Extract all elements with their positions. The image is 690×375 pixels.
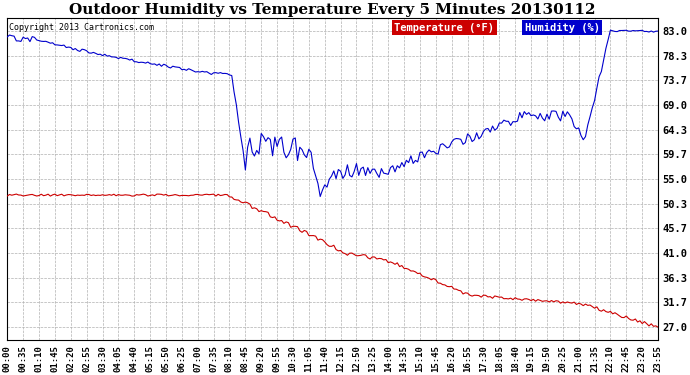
Text: Copyright 2013 Cartronics.com: Copyright 2013 Cartronics.com <box>8 23 154 32</box>
Text: Temperature (°F): Temperature (°F) <box>395 23 495 33</box>
Text: Humidity (%): Humidity (%) <box>524 23 600 33</box>
Title: Outdoor Humidity vs Temperature Every 5 Minutes 20130112: Outdoor Humidity vs Temperature Every 5 … <box>70 3 596 17</box>
